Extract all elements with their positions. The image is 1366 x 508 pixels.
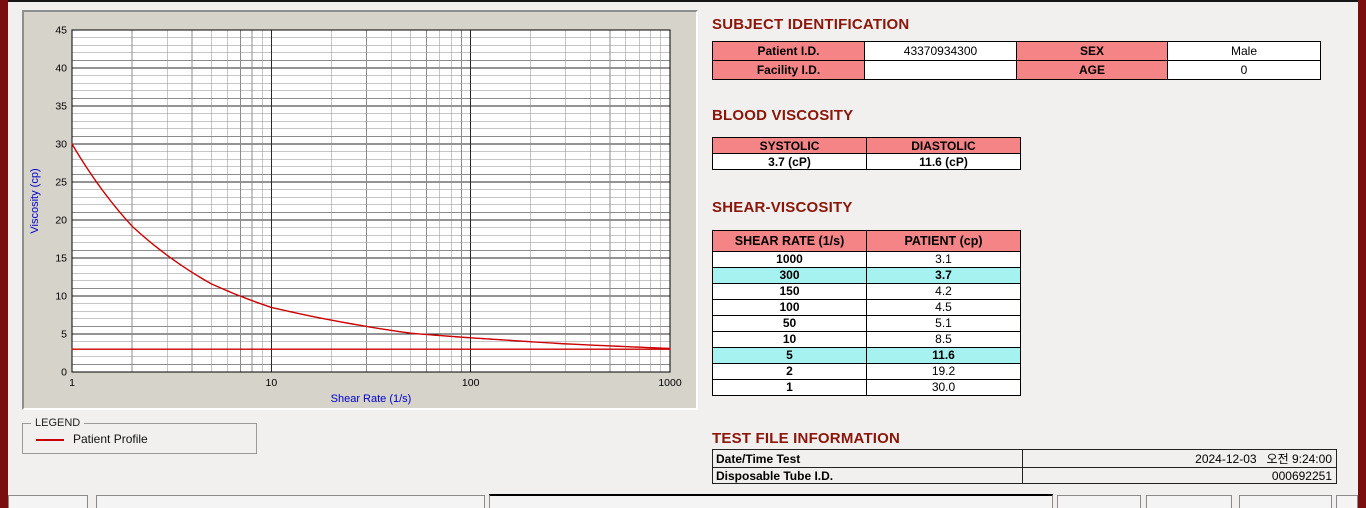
subject-identification-table: Patient I.D. 43370934300 SEX Male Facili… <box>712 41 1321 80</box>
patient-id-label: Patient I.D. <box>712 41 865 61</box>
test-file-information-table: Date/Time Test 2024-12-03 오전 9:24:00 Dis… <box>712 449 1337 484</box>
shear-rate-cell: 50 <box>712 315 867 332</box>
svg-text:15: 15 <box>55 253 67 265</box>
shear-viscosity-row: 300 3.7 <box>712 267 1021 284</box>
shear-viscosity-row: 100 4.5 <box>712 299 1021 316</box>
table-row: Disposable Tube I.D. 000692251 <box>712 467 1337 484</box>
table-row: Facility I.D. AGE 0 <box>712 60 1321 80</box>
shear-viscosity-title: SHEAR-VISCOSITY <box>712 199 853 216</box>
patient-cp-cell: 4.2 <box>866 283 1021 300</box>
svg-text:Viscosity (cp): Viscosity (cp) <box>29 168 41 233</box>
background-window-fragment[interactable] <box>489 494 1053 508</box>
background-window-fragment[interactable] <box>1239 495 1332 508</box>
svg-text:1000: 1000 <box>658 377 682 389</box>
top-border-line <box>8 0 1358 2</box>
svg-text:100: 100 <box>462 377 480 389</box>
legend-line-sample <box>36 439 64 441</box>
patient-cp-cell: 8.5 <box>866 331 1021 348</box>
svg-text:10: 10 <box>55 291 67 303</box>
sex-value: Male <box>1167 41 1321 61</box>
shear-viscosity-row: 1 30.0 <box>712 379 1021 396</box>
patient-cp-header: PATIENT (cp) <box>866 230 1021 252</box>
patient-cp-cell: 3.1 <box>866 251 1021 268</box>
blood-viscosity-title: BLOOD VISCOSITY <box>712 107 854 124</box>
legend-title: LEGEND <box>31 417 85 429</box>
viscosity-chart-panel: 0 5 10 15 20 25 30 35 40 45 1 10 100 1000 Shear Rate (… <box>22 10 698 410</box>
background-window-fragment[interactable] <box>1336 495 1358 508</box>
test-file-information-title: TEST FILE INFORMATION <box>712 430 901 447</box>
patient-cp-cell: 5.1 <box>866 315 1021 332</box>
shear-viscosity-row: 2 19.2 <box>712 363 1021 380</box>
svg-text:30: 30 <box>55 139 67 151</box>
shear-viscosity-body: 1000 3.1 300 3.7 150 4.2 100 4.5 50 5.1 10 8.5 5 11.6… <box>712 251 1021 396</box>
diastolic-header: DIASTOLIC <box>866 137 1021 154</box>
legend-box: LEGEND Patient Profile <box>22 417 257 454</box>
shear-viscosity-row: 1000 3.1 <box>712 251 1021 268</box>
date-time-test-label: Date/Time Test <box>712 449 1023 468</box>
report-panel: SUBJECT IDENTIFICATION Patient I.D. 4337… <box>712 0 1344 508</box>
date-time-test-value: 2024-12-03 오전 9:24:00 <box>1022 449 1337 468</box>
background-window-fragment[interactable] <box>96 495 485 508</box>
svg-text:25: 25 <box>55 177 67 189</box>
patient-cp-cell: 19.2 <box>866 363 1021 380</box>
shear-rate-cell: 10 <box>712 331 867 348</box>
shear-rate-header: SHEAR RATE (1/s) <box>712 230 867 252</box>
shear-viscosity-row: 10 8.5 <box>712 331 1021 348</box>
table-row: SHEAR RATE (1/s) PATIENT (cp) <box>712 230 1021 252</box>
age-label: AGE <box>1016 60 1168 80</box>
disposable-tube-id-label: Disposable Tube I.D. <box>712 467 1023 484</box>
shear-rate-cell: 2 <box>712 363 867 380</box>
sex-label: SEX <box>1016 41 1168 61</box>
table-row: Patient I.D. 43370934300 SEX Male <box>712 41 1321 61</box>
shear-rate-cell: 150 <box>712 283 867 300</box>
blood-viscosity-table: SYSTOLIC DIASTOLIC 3.7 (cP) 11.6 (cP) <box>712 137 1021 170</box>
background-window-fragment[interactable] <box>1057 495 1141 508</box>
patient-cp-cell: 30.0 <box>866 379 1021 396</box>
table-row: SYSTOLIC DIASTOLIC <box>712 137 1021 154</box>
diastolic-value: 11.6 (cP) <box>866 153 1021 170</box>
patient-cp-cell: 4.5 <box>866 299 1021 316</box>
shear-rate-cell: 100 <box>712 299 867 316</box>
right-edge-bar <box>1358 0 1366 508</box>
left-edge-bar <box>0 0 8 508</box>
table-row: Date/Time Test 2024-12-03 오전 9:24:00 <box>712 449 1337 468</box>
svg-text:35: 35 <box>55 101 67 113</box>
shear-viscosity-row: 50 5.1 <box>712 315 1021 332</box>
shear-viscosity-table: SHEAR RATE (1/s) PATIENT (cp) 1000 3.1 300… <box>712 230 1021 396</box>
table-row: 3.7 (cP) 11.6 (cP) <box>712 153 1021 170</box>
subject-identification-title: SUBJECT IDENTIFICATION <box>712 16 910 33</box>
svg-text:0: 0 <box>61 367 67 379</box>
systolic-header: SYSTOLIC <box>712 137 867 154</box>
svg-text:10: 10 <box>265 377 277 389</box>
systolic-value: 3.7 (cP) <box>712 153 867 170</box>
svg-text:1: 1 <box>69 377 75 389</box>
background-window-fragment[interactable] <box>1146 495 1232 508</box>
background-window-fragment[interactable] <box>8 495 88 508</box>
facility-id-label: Facility I.D. <box>712 60 865 80</box>
svg-text:45: 45 <box>55 25 67 37</box>
facility-id-value <box>864 60 1017 80</box>
shear-viscosity-row: 5 11.6 <box>712 347 1021 364</box>
svg-text:40: 40 <box>55 63 67 75</box>
svg-text:5: 5 <box>61 329 67 341</box>
svg-text:20: 20 <box>55 215 67 227</box>
legend-entry-label: Patient Profile <box>73 432 148 446</box>
patient-cp-cell: 3.7 <box>866 267 1021 284</box>
shear-rate-cell: 1 <box>712 379 867 396</box>
patient-cp-cell: 11.6 <box>866 347 1021 364</box>
shear-viscosity-row: 150 4.2 <box>712 283 1021 300</box>
shear-rate-cell: 5 <box>712 347 867 364</box>
disposable-tube-id-value: 000692251 <box>1022 467 1337 484</box>
shear-rate-cell: 300 <box>712 267 867 284</box>
svg-text:Shear Rate (1/s): Shear Rate (1/s) <box>331 393 412 405</box>
age-value: 0 <box>1167 60 1321 80</box>
shear-rate-cell: 1000 <box>712 251 867 268</box>
viscosity-chart: 0 5 10 15 20 25 30 35 40 45 1 10 100 1000 Shear Rate (… <box>29 25 682 406</box>
patient-id-value: 43370934300 <box>864 41 1017 61</box>
